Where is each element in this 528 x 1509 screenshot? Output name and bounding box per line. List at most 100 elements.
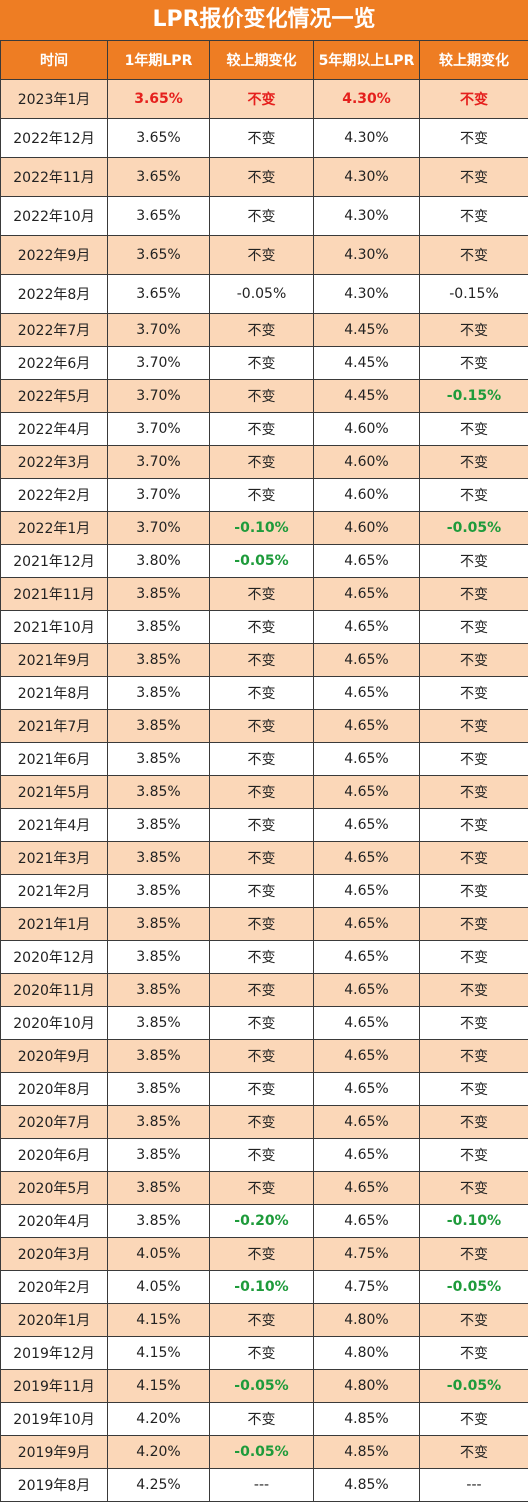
cell-1y-lpr: 3.85% [107, 940, 210, 974]
cell-time: 2019年10月 [0, 1402, 108, 1436]
cell-1y-lpr: 3.85% [107, 1105, 210, 1139]
table-row: 2021年2月 3.85% 不变 4.65% 不变 [0, 874, 528, 908]
cell-1y-lpr: 4.20% [107, 1435, 210, 1469]
cell-1y-change: -0.05% [209, 544, 314, 578]
cell-time: 2021年1月 [0, 907, 108, 941]
cell-5y-change: 不变 [419, 676, 528, 710]
table-row: 2020年3月 4.05% 不变 4.75% 不变 [0, 1237, 528, 1271]
cell-time: 2020年12月 [0, 940, 108, 974]
table-row: 2020年12月 3.85% 不变 4.65% 不变 [0, 940, 528, 974]
cell-5y-change: 不变 [419, 313, 528, 347]
cell-time: 2020年11月 [0, 973, 108, 1007]
cell-5y-lpr: 4.45% [313, 379, 420, 413]
cell-1y-change: 不变 [209, 907, 314, 941]
cell-1y-lpr: 3.85% [107, 643, 210, 677]
cell-1y-change: 不变 [209, 157, 314, 197]
cell-1y-lpr: 4.25% [107, 1468, 210, 1502]
cell-1y-change: 不变 [209, 841, 314, 875]
table-row: 2022年9月 3.65% 不变 4.30% 不变 [0, 235, 528, 275]
cell-1y-lpr: 3.70% [107, 379, 210, 413]
cell-time: 2020年10月 [0, 1006, 108, 1040]
table-row: 2022年11月 3.65% 不变 4.30% 不变 [0, 157, 528, 197]
cell-5y-lpr: 4.85% [313, 1468, 420, 1502]
cell-1y-change: 不变 [209, 610, 314, 644]
cell-time: 2022年12月 [0, 118, 108, 158]
cell-1y-lpr: 3.70% [107, 478, 210, 512]
cell-1y-lpr: 4.15% [107, 1369, 210, 1403]
cell-5y-lpr: 4.60% [313, 478, 420, 512]
cell-1y-lpr: 3.65% [107, 157, 210, 197]
table-body: 2023年1月 3.65% 不变 4.30% 不变 2022年12月 3.65% 不变 4.30… [0, 79, 528, 1502]
table-row: 2021年7月 3.85% 不变 4.65% 不变 [0, 709, 528, 743]
table-row: 2021年8月 3.85% 不变 4.65% 不变 [0, 676, 528, 710]
cell-5y-lpr: 4.80% [313, 1369, 420, 1403]
cell-1y-lpr: 3.65% [107, 196, 210, 236]
cell-1y-change: 不变 [209, 775, 314, 809]
cell-1y-change: 不变 [209, 79, 314, 119]
cell-1y-change: -0.05% [209, 1435, 314, 1469]
cell-5y-lpr: 4.65% [313, 1138, 420, 1172]
cell-1y-lpr: 3.85% [107, 1039, 210, 1073]
cell-5y-change: -0.15% [419, 379, 528, 413]
cell-time: 2020年4月 [0, 1204, 108, 1238]
cell-1y-lpr: 3.85% [107, 1138, 210, 1172]
cell-1y-lpr: 3.85% [107, 1171, 210, 1205]
cell-1y-lpr: 3.85% [107, 874, 210, 908]
table-row: 2021年10月 3.85% 不变 4.65% 不变 [0, 610, 528, 644]
cell-5y-lpr: 4.30% [313, 79, 420, 119]
cell-time: 2022年10月 [0, 196, 108, 236]
cell-1y-lpr: 4.05% [107, 1270, 210, 1304]
header-5y-change: 较上期变化 [419, 40, 528, 80]
cell-5y-lpr: 4.65% [313, 1072, 420, 1106]
cell-5y-change: 不变 [419, 235, 528, 275]
header-1y-change: 较上期变化 [209, 40, 314, 80]
table-row: 2022年6月 3.70% 不变 4.45% 不变 [0, 346, 528, 380]
table-row: 2019年10月 4.20% 不变 4.85% 不变 [0, 1402, 528, 1436]
cell-time: 2021年7月 [0, 709, 108, 743]
table-row: 2020年11月 3.85% 不变 4.65% 不变 [0, 973, 528, 1007]
cell-5y-lpr: 4.45% [313, 313, 420, 347]
cell-time: 2020年7月 [0, 1105, 108, 1139]
table-row: 2020年6月 3.85% 不变 4.65% 不变 [0, 1138, 528, 1172]
table-row: 2021年5月 3.85% 不变 4.65% 不变 [0, 775, 528, 809]
cell-5y-change: 不变 [419, 445, 528, 479]
cell-1y-change: 不变 [209, 973, 314, 1007]
cell-5y-change: 不变 [419, 643, 528, 677]
cell-5y-lpr: 4.80% [313, 1303, 420, 1337]
cell-1y-lpr: 4.15% [107, 1336, 210, 1370]
cell-5y-change: 不变 [419, 940, 528, 974]
cell-5y-lpr: 4.65% [313, 841, 420, 875]
cell-1y-change: --- [209, 1468, 314, 1502]
cell-1y-change: -0.20% [209, 1204, 314, 1238]
cell-5y-lpr: 4.65% [313, 544, 420, 578]
cell-5y-lpr: 4.65% [313, 676, 420, 710]
cell-5y-lpr: 4.65% [313, 1039, 420, 1073]
cell-5y-lpr: 4.60% [313, 412, 420, 446]
cell-time: 2021年5月 [0, 775, 108, 809]
cell-1y-change: 不变 [209, 118, 314, 158]
cell-1y-lpr: 3.85% [107, 1006, 210, 1040]
cell-time: 2021年3月 [0, 841, 108, 875]
cell-5y-change: 不变 [419, 610, 528, 644]
table-row: 2020年7月 3.85% 不变 4.65% 不变 [0, 1105, 528, 1139]
cell-5y-lpr: 4.75% [313, 1270, 420, 1304]
cell-5y-lpr: 4.85% [313, 1402, 420, 1436]
cell-5y-change: 不变 [419, 709, 528, 743]
table-row: 2021年3月 3.85% 不变 4.65% 不变 [0, 841, 528, 875]
cell-1y-change: -0.05% [209, 274, 314, 314]
cell-time: 2020年8月 [0, 1072, 108, 1106]
table-row: 2022年5月 3.70% 不变 4.45% -0.15% [0, 379, 528, 413]
cell-5y-change: -0.05% [419, 1369, 528, 1403]
table-row: 2022年2月 3.70% 不变 4.60% 不变 [0, 478, 528, 512]
cell-1y-change: 不变 [209, 1237, 314, 1271]
cell-5y-change: --- [419, 1468, 528, 1502]
cell-1y-change: 不变 [209, 196, 314, 236]
cell-5y-change: 不变 [419, 1237, 528, 1271]
cell-5y-change: 不变 [419, 1171, 528, 1205]
cell-time: 2021年12月 [0, 544, 108, 578]
cell-1y-change: 不变 [209, 1402, 314, 1436]
table-row: 2022年1月 3.70% -0.10% 4.60% -0.05% [0, 511, 528, 545]
cell-time: 2020年3月 [0, 1237, 108, 1271]
cell-time: 2020年2月 [0, 1270, 108, 1304]
cell-5y-lpr: 4.30% [313, 196, 420, 236]
